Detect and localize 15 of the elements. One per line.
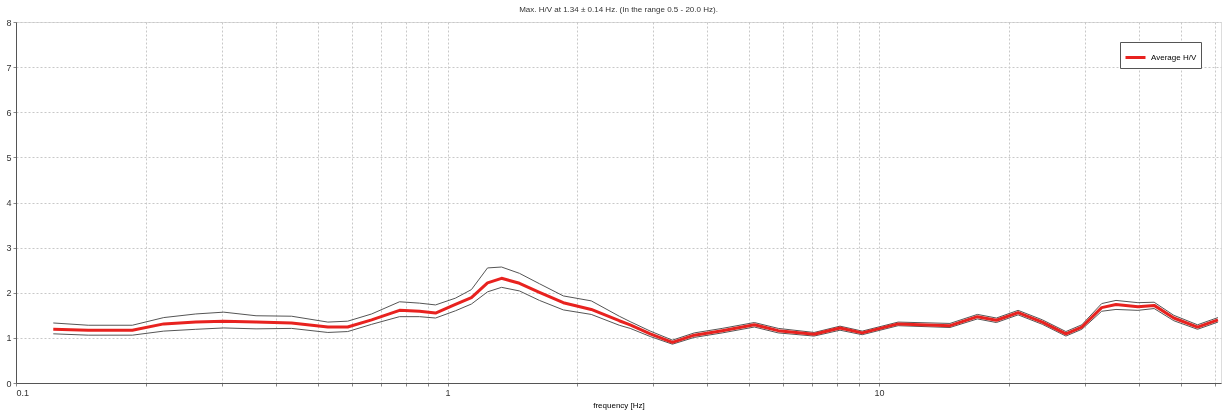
- y-tick-label: 3: [6, 243, 12, 254]
- y-tick-label: 4: [6, 198, 12, 208]
- y-tick-label: 5: [6, 152, 12, 163]
- y-tick-label: 0: [6, 378, 12, 389]
- y-tick-label: 7: [6, 62, 12, 73]
- y-tick-label: 8: [6, 17, 12, 28]
- legend-label: Average H/V: [1151, 52, 1197, 62]
- y-tick-label: 2: [6, 288, 12, 299]
- x-tick-label: 1: [445, 387, 451, 398]
- x-tick-label: 0.1: [16, 387, 30, 398]
- y-tick-label: 1: [6, 333, 12, 344]
- x-axis-title: frequency [Hz]: [593, 400, 645, 410]
- chart-title: Max. H/V at 1.34 ± 0.14 Hz. (In the range 0.5 - 20.0 Hz).: [519, 5, 718, 14]
- y-tick-label: 6: [6, 107, 12, 118]
- x-tick-label: 10: [874, 387, 885, 398]
